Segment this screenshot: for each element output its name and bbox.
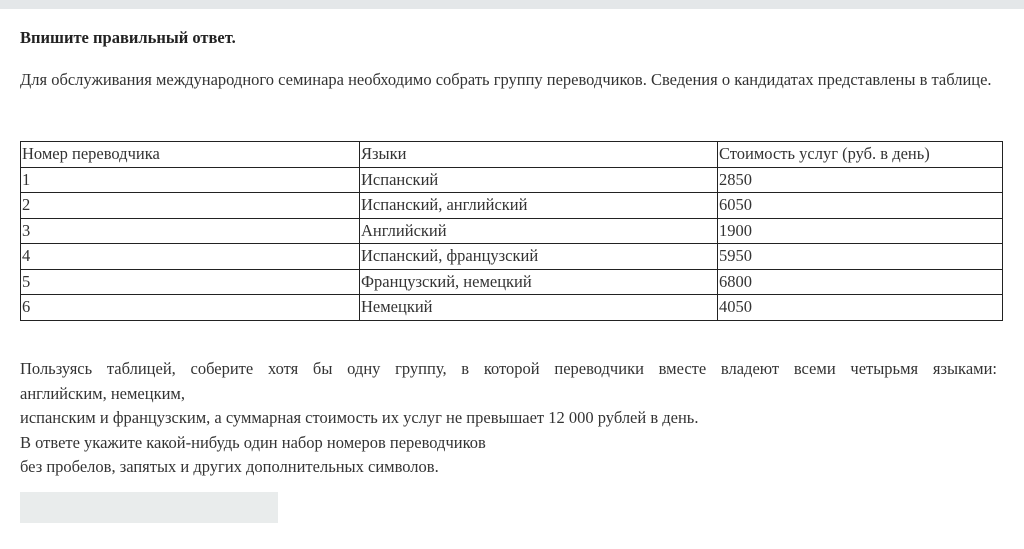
cell-cost: 6800 [717,268,1003,295]
question-title: Впишите правильный ответ. [20,28,236,47]
table-row: 5 Французский, немецкий 6800 [20,268,1003,295]
cell-languages: Испанский, английский [359,192,718,219]
cell-number: 2 [20,192,360,219]
translators-table: Номер переводчика Языки Стоимость услуг … [20,141,1003,321]
cell-cost: 5950 [717,243,1003,270]
cell-number: 4 [20,243,360,270]
cell-languages: Испанский, французский [359,243,718,270]
task-line: Пользуясь таблицей, соберите хотя бы одн… [20,359,997,378]
task-line: английским, немецким, [20,383,185,403]
cell-number: 3 [20,217,360,244]
table-row: 1 Испанский 2850 [20,166,1003,193]
task-line: испанским и французским, а суммарная сто… [20,408,699,427]
answer-input[interactable] [20,492,278,523]
table-row: 2 Испанский, английский 6050 [20,192,1003,219]
top-bar [0,0,1024,9]
table-row: 3 Английский 1900 [20,217,1003,244]
question-intro: Для обслуживания международного семинара… [20,70,992,89]
cell-number: 1 [20,166,360,193]
cell-languages: Английский [359,217,718,244]
cell-number: 6 [20,294,360,321]
cell-languages: Немецкий [359,294,718,321]
cell-cost: 4050 [717,294,1003,321]
cell-cost: 2850 [717,166,1003,193]
task-text: Пользуясь таблицей, соберите хотя бы одн… [20,357,997,480]
table-row: 4 Испанский, французский 5950 [20,243,1003,270]
task-line: В ответе укажите какой-нибудь один набор… [20,432,486,452]
cell-languages: Французский, немецкий [359,268,718,295]
table-header-row: Номер переводчика Языки Стоимость услуг … [20,141,1003,168]
task-line: без пробелов, запятых и других дополните… [20,457,439,476]
header-number: Номер переводчика [20,141,360,168]
cell-number: 5 [20,268,360,295]
cell-cost: 6050 [717,192,1003,219]
table-row: 6 Немецкий 4050 [20,294,1003,321]
cell-cost: 1900 [717,217,1003,244]
header-languages: Языки [359,141,718,168]
cell-languages: Испанский [359,166,718,193]
header-cost: Стоимость услуг (руб. в день) [717,141,1003,168]
